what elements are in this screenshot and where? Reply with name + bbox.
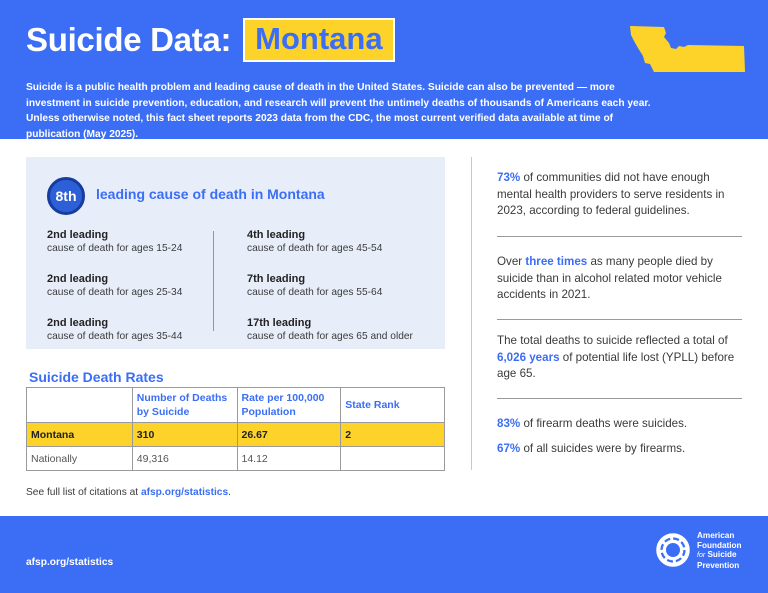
logo-line: for Suicide	[697, 550, 742, 561]
divider-line	[497, 398, 742, 399]
stat-suicides-firearms: 67% of all suicides were by firearms.	[497, 441, 747, 458]
stat-highlight: three times	[525, 255, 588, 268]
table-cell: 26.67	[236, 422, 342, 447]
stat-motor-vehicle: Over three times as many people died by …	[497, 254, 747, 304]
leading-age-group: cause of death for ages 45-54	[247, 243, 383, 254]
lifebuoy-logo-icon	[656, 533, 690, 567]
table-cell: Montana	[26, 422, 133, 447]
header-cell: State Rank	[340, 387, 445, 423]
citation-link[interactable]: afsp.org/statistics	[140, 487, 229, 498]
leading-item: 2nd leading cause of death for ages 15-2…	[47, 228, 232, 256]
leading-item: 2nd leading cause of death for ages 35-4…	[47, 316, 232, 344]
header-banner: Suicide Data: Montana Suicide is a publi…	[0, 0, 768, 140]
logo-line-suicide: Suicide	[707, 550, 737, 560]
stat-firearm-deaths: 83% of firearm deaths were suicides.	[497, 416, 747, 433]
rank-title: leading cause of death in Montana	[96, 186, 325, 202]
leading-age-group: cause of death for ages 25-34	[47, 287, 183, 298]
header-cell: Number of Deaths by Suicide	[131, 387, 238, 423]
table-row-state: Montana 310 26.67 2	[26, 422, 445, 447]
divider-line	[497, 236, 742, 237]
leading-rank: 17th leading	[247, 317, 312, 329]
citation-suffix: .	[228, 487, 231, 498]
leading-age-group: cause of death for ages 35-44	[47, 331, 183, 342]
table-cell: 2	[340, 422, 445, 447]
death-rates-table: Number of Deaths by Suicide Rate per 100…	[26, 387, 445, 471]
leading-rank: 7th leading	[247, 273, 306, 285]
leading-item: 4th leading cause of death for ages 45-5…	[247, 228, 432, 256]
vertical-divider	[471, 157, 472, 470]
stat-post: of all suicides were by firearms.	[520, 442, 686, 455]
stat-post: as many people died by suicide than in a…	[497, 255, 722, 302]
leading-list-left: 2nd leading cause of death for ages 15-2…	[47, 228, 232, 360]
citation-prefix: See full list of citations at	[26, 487, 141, 498]
stat-highlight: 73%	[497, 171, 521, 184]
table-row-national: Nationally 49,316 14.12	[26, 446, 445, 471]
rank-badge: 8th	[47, 177, 85, 215]
header-cell	[26, 387, 133, 423]
leading-age-group: cause of death for ages 65 and older	[247, 331, 413, 342]
table-cell: 310	[131, 422, 238, 447]
stat-providers: 73% of communities did not have enough m…	[497, 170, 747, 220]
montana-outline-icon	[630, 26, 745, 72]
logo-line: Prevention	[697, 560, 740, 570]
leading-item: 7th leading cause of death for ages 55-6…	[247, 272, 432, 300]
rates-title: Suicide Death Rates	[29, 369, 164, 385]
title-row: Suicide Data: Montana	[26, 18, 395, 62]
logo-line: Foundation	[697, 540, 742, 550]
leading-age-group: cause of death for ages 15-24	[47, 243, 183, 254]
state-name-badge: Montana	[243, 18, 395, 62]
table-cell: 49,316	[131, 446, 238, 471]
column-divider	[213, 231, 214, 331]
stat-post: of firearm deaths were suicides.	[520, 417, 688, 430]
table-header-row: Number of Deaths by Suicide Rate per 100…	[26, 387, 445, 423]
leading-rank: 2nd leading	[47, 229, 109, 241]
citation-note: See full list of citations at afsp.org/s…	[26, 487, 231, 498]
stat-pre: The total deaths to suicide reflected a …	[497, 334, 728, 347]
leading-item: 2nd leading cause of death for ages 25-3…	[47, 272, 232, 300]
leading-item: 17th leading cause of death for ages 65 …	[247, 316, 432, 344]
table-cell	[340, 446, 445, 471]
leading-rank: 2nd leading	[47, 317, 109, 329]
header-cell: Rate per 100,000 Population	[236, 387, 342, 423]
stat-post: of communities did not have enough menta…	[497, 171, 725, 218]
logo-line-for: for	[697, 552, 706, 560]
leading-age-group: cause of death for ages 55-64	[247, 287, 383, 298]
table-cell: Nationally	[26, 446, 133, 471]
stat-highlight: 83%	[497, 417, 521, 430]
logo-line: American	[697, 531, 735, 540]
stat-highlight: 67%	[497, 442, 521, 455]
table-cell: 14.12	[236, 446, 342, 471]
stat-ypll: The total deaths to suicide reflected a …	[497, 333, 747, 383]
footer-banner: afsp.org/statistics American Foundation …	[0, 516, 768, 593]
leading-list-right: 4th leading cause of death for ages 45-5…	[247, 228, 432, 360]
leading-cause-panel: 8th leading cause of death in Montana 2n…	[26, 157, 445, 349]
logo-wordmark: American Foundation for Suicide Preventi…	[697, 531, 742, 570]
stat-pre: Over	[497, 255, 526, 268]
leading-rank: 4th leading	[247, 229, 306, 241]
stat-post: of potential life lost (YPLL) before age…	[497, 350, 735, 381]
leading-rank: 2nd leading	[47, 273, 109, 285]
intro-paragraph: Suicide is a public health problem and l…	[26, 82, 651, 140]
divider-line	[497, 319, 742, 320]
stat-highlight: 6,026 years	[497, 350, 560, 364]
footer-url-link[interactable]: afsp.org/statistics	[26, 557, 114, 568]
page-title: Suicide Data:	[26, 21, 232, 58]
